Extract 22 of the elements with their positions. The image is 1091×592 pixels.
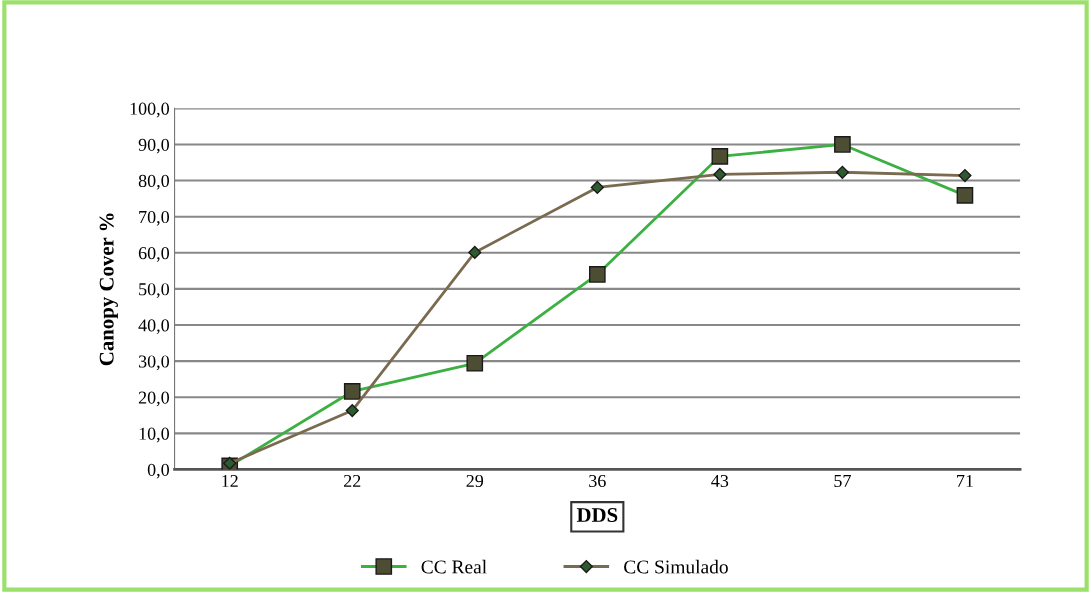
y-tick-label: 80,0 (138, 174, 170, 190)
legend-label: CC Simulado (624, 559, 728, 574)
y-tick-label: 50,0 (139, 283, 170, 298)
y-tick-label: 20,0 (138, 391, 170, 407)
legend-label: CC Real (421, 559, 487, 574)
x-tick-label: 36 (589, 474, 606, 488)
y-tick-label: 0,0 (147, 463, 170, 479)
y-axis-title: Canopy Cover % (99, 213, 118, 366)
y-tick-label: 100,0 (130, 102, 170, 118)
x-tick-label: 29 (466, 474, 484, 488)
y-tick-label: 60,0 (138, 247, 170, 262)
x-tick-label: 57 (834, 475, 851, 488)
y-tick-label: 10,0 (139, 427, 170, 443)
y-tick-label: 40,0 (138, 319, 170, 335)
y-tick-label: 30,0 (138, 355, 170, 371)
x-tick-label: 12 (222, 474, 238, 487)
y-tick-label: 90,0 (138, 138, 170, 154)
x-axis-title: DDS (576, 508, 618, 523)
x-tick-label: 22 (344, 474, 361, 487)
y-tick-label: 70,0 (139, 210, 170, 226)
x-tick-label: 43 (711, 474, 729, 488)
x-tick-label: 71 (957, 474, 973, 487)
